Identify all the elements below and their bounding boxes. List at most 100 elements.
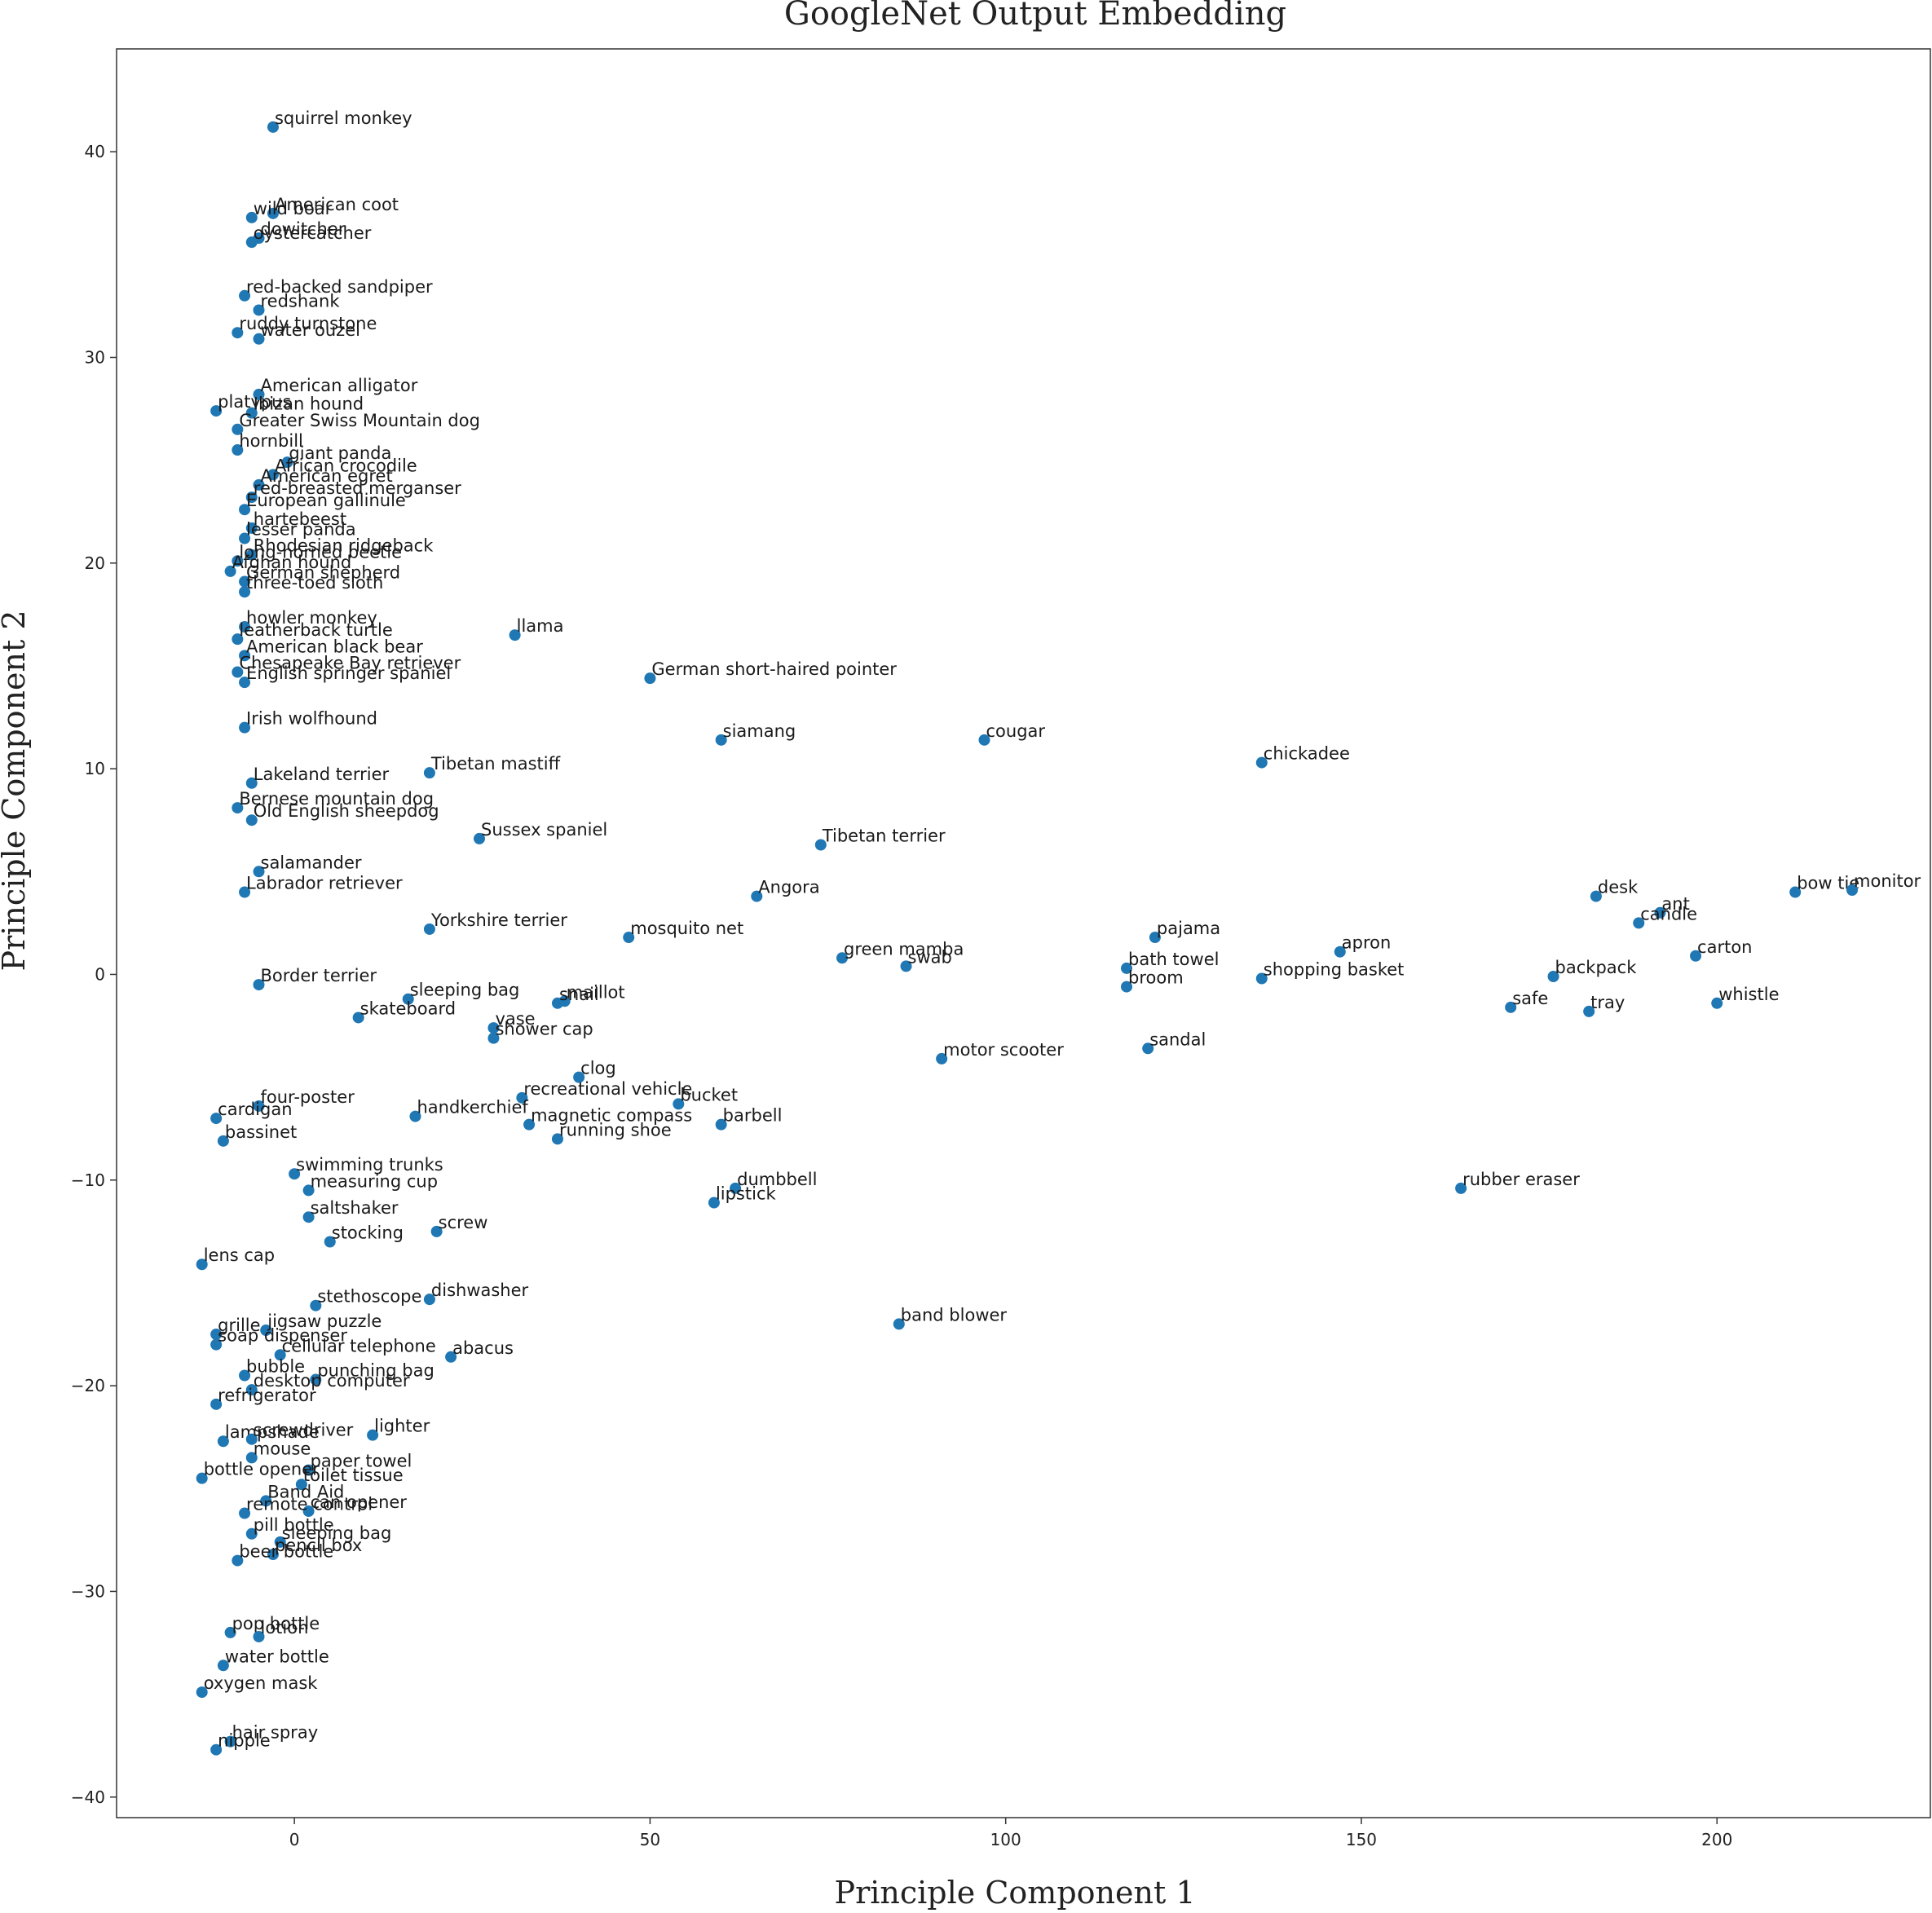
data-point-label: American egret bbox=[261, 466, 393, 486]
data-point-label: water bottle bbox=[225, 1646, 329, 1666]
data-point bbox=[232, 555, 244, 567]
data-point bbox=[715, 1118, 727, 1131]
y-tick-label: 0 bbox=[95, 964, 105, 984]
data-point-label: African crocodile bbox=[275, 456, 417, 475]
data-point-label: giant panda bbox=[289, 443, 391, 463]
data-point bbox=[893, 1318, 905, 1330]
data-point-label: wild boar bbox=[254, 199, 333, 218]
data-point bbox=[623, 932, 635, 944]
data-point-label: hartebeest bbox=[254, 509, 346, 529]
data-point-label: lampshade bbox=[225, 1422, 320, 1442]
data-point bbox=[487, 1032, 500, 1044]
data-point bbox=[1590, 890, 1602, 902]
data-point bbox=[217, 1660, 229, 1672]
data-point-label: Chesapeake Bay retriever bbox=[239, 654, 461, 673]
data-point bbox=[267, 469, 279, 481]
data-point bbox=[232, 666, 244, 678]
data-point bbox=[253, 478, 265, 491]
data-point bbox=[196, 1472, 208, 1484]
data-point bbox=[245, 236, 258, 249]
data-point bbox=[310, 1373, 322, 1386]
data-point-label: bath towel bbox=[1128, 950, 1219, 969]
data-point-label: refrigerator bbox=[218, 1386, 316, 1405]
data-point-label: Greater Swiss Mountain dog bbox=[239, 411, 480, 430]
data-point bbox=[1633, 917, 1645, 929]
data-point-label: cardigan bbox=[218, 1100, 292, 1119]
data-point-label: German shepherd bbox=[246, 563, 400, 583]
data-point bbox=[196, 1258, 208, 1271]
data-point-label: magnetic compass bbox=[531, 1106, 692, 1126]
data-point bbox=[232, 802, 244, 814]
data-point bbox=[730, 1182, 742, 1194]
data-point bbox=[516, 1091, 528, 1104]
y-axis: −40 −30 −20 −10 0 10 20 30 40 bbox=[71, 142, 117, 1807]
data-point-label: Border terrier bbox=[261, 966, 377, 985]
data-point bbox=[245, 211, 258, 223]
data-point-label: salamander bbox=[261, 853, 362, 872]
data-point bbox=[224, 565, 236, 577]
data-point-label: lesser panda bbox=[246, 520, 356, 540]
data-point bbox=[245, 777, 258, 789]
data-point bbox=[423, 923, 435, 935]
data-point bbox=[239, 621, 251, 633]
data-point-label: leatherback turtle bbox=[239, 620, 392, 640]
data-point-label: German short-haired pointer bbox=[651, 659, 897, 679]
y-tick-label: 20 bbox=[85, 553, 105, 573]
data-point-label: swab bbox=[908, 947, 952, 967]
x-tick-label: 150 bbox=[1346, 1830, 1377, 1849]
data-point-label: oxygen mask bbox=[204, 1673, 319, 1693]
data-point bbox=[302, 1464, 315, 1476]
data-point bbox=[245, 1527, 258, 1540]
data-point bbox=[289, 1168, 301, 1180]
data-point bbox=[232, 1554, 244, 1567]
data-point-label: backpack bbox=[1555, 958, 1638, 977]
data-point bbox=[708, 1197, 720, 1209]
data-point-label: bubble bbox=[246, 1357, 305, 1377]
chart-title: GoogleNet Output Embedding bbox=[784, 0, 1286, 33]
data-point bbox=[210, 1113, 223, 1125]
data-point bbox=[239, 504, 251, 516]
data-point-label: soap dispenser bbox=[218, 1326, 347, 1346]
data-point bbox=[232, 444, 244, 456]
data-point bbox=[1142, 1042, 1154, 1055]
data-point bbox=[239, 1507, 251, 1519]
x-axis-label: Principle Component 1 bbox=[835, 1875, 1196, 1911]
data-point-label: dowitcher bbox=[261, 219, 346, 239]
data-point-label: red-breasted merganser bbox=[254, 478, 461, 498]
data-point bbox=[217, 1135, 229, 1147]
data-point bbox=[551, 1133, 563, 1145]
data-point bbox=[352, 1012, 364, 1024]
data-point-label: Sussex spaniel bbox=[481, 820, 607, 840]
data-point bbox=[253, 333, 265, 345]
data-point bbox=[210, 1743, 223, 1756]
data-point bbox=[402, 993, 414, 1005]
data-point-label: screw bbox=[439, 1213, 488, 1232]
data-point bbox=[274, 1536, 286, 1548]
data-point-label: safe bbox=[1512, 989, 1548, 1008]
data-point bbox=[210, 1338, 223, 1351]
data-point bbox=[367, 1429, 379, 1441]
data-point bbox=[523, 1118, 536, 1131]
data-point bbox=[274, 1349, 286, 1361]
data-point bbox=[423, 767, 435, 779]
data-point bbox=[936, 1052, 948, 1064]
data-point bbox=[210, 1398, 223, 1410]
data-point-label: candle bbox=[1640, 904, 1697, 923]
data-point bbox=[210, 1329, 223, 1341]
data-point bbox=[487, 1022, 500, 1034]
data-point bbox=[324, 1236, 336, 1248]
data-point bbox=[715, 734, 727, 746]
data-point-label: red-backed sandpiper bbox=[246, 277, 433, 297]
data-point-label: hair spray bbox=[232, 1723, 319, 1743]
data-point bbox=[245, 549, 258, 561]
data-point-label: handkerchief bbox=[417, 1098, 528, 1117]
data-point-label: Old English sheepdog bbox=[254, 801, 439, 821]
data-point-label: barbell bbox=[723, 1106, 783, 1126]
data-point-label: vase bbox=[495, 1009, 535, 1029]
data-point-label: tray bbox=[1590, 993, 1625, 1012]
data-point-label: mosquito net bbox=[630, 919, 743, 938]
data-point-label: oystercatcher bbox=[254, 223, 372, 243]
data-point-label: English springer spaniel bbox=[246, 663, 451, 683]
x-tick-label: 200 bbox=[1701, 1830, 1732, 1849]
data-point-label: ant bbox=[1661, 894, 1689, 914]
